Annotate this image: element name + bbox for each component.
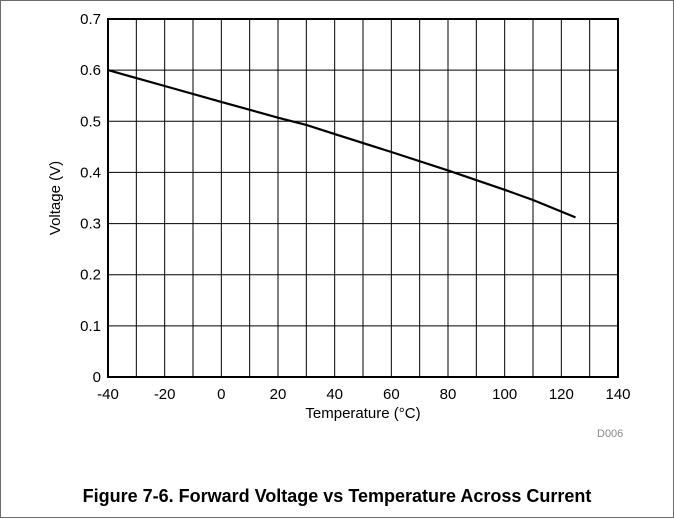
y-tick-label: 0.1 [80,318,101,335]
x-tick-label: 80 [440,386,457,403]
x-tick-label: -40 [97,386,119,403]
y-tick-label: 0.3 [80,216,101,233]
series-line-1 [107,69,576,219]
y-tick-label: 0.2 [80,267,101,284]
x-tick-label: 120 [549,386,574,403]
y-tick-label: 0.5 [80,113,101,130]
x-tick-label: 60 [383,386,400,403]
y-tick-label: 0.7 [80,11,101,28]
y-tick-label: 0.4 [80,164,101,181]
plot-area-frame [107,18,619,378]
y-tick-label: 0 [93,369,101,386]
line-chart: -40 -20 0 20 40 60 80 100 120 140 0 0.1 0.2 0.3 0.4 0.… [47,11,631,422]
series-lines [107,69,576,219]
x-axis-label: Temperature (°C) [305,405,420,422]
y-tick-label: 0.6 [80,62,101,79]
document-id: D006 [597,428,624,440]
y-axis-label: Voltage (V) [47,161,64,235]
top-rule [0,0,674,1]
y-tick-labels: 0 0.1 0.2 0.3 0.4 0.5 0.6 0.7 [80,11,101,386]
x-tick-labels: -40 -20 0 20 40 60 80 100 120 140 [97,386,630,403]
figure-caption: Figure 7-6. Forward Voltage vs Temperatu… [82,486,592,506]
x-tick-label: -20 [154,386,176,403]
x-tick-label: 100 [492,386,517,403]
x-tick-label: 20 [270,386,287,403]
x-tick-label: 40 [326,386,343,403]
grid-lines [108,19,618,377]
x-tick-label: 140 [605,386,630,403]
x-tick-label: 0 [217,386,225,403]
